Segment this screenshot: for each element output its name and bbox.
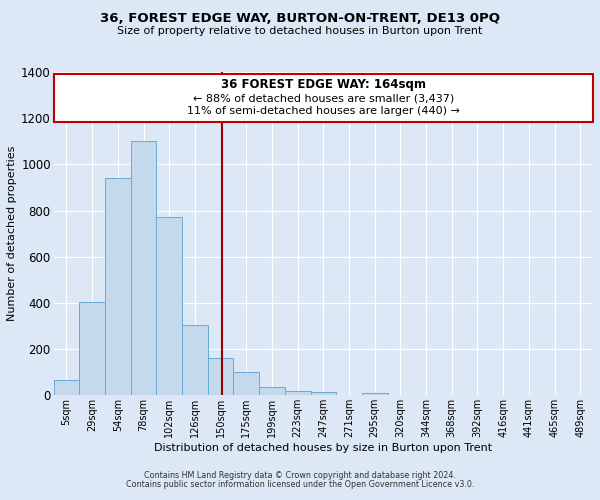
Text: 36 FOREST EDGE WAY: 164sqm: 36 FOREST EDGE WAY: 164sqm [221,78,426,92]
Text: 11% of semi-detached houses are larger (440) →: 11% of semi-detached houses are larger (… [187,106,460,116]
Text: Contains HM Land Registry data © Crown copyright and database right 2024.: Contains HM Land Registry data © Crown c… [144,471,456,480]
Bar [208,358,233,396]
Text: Contains public sector information licensed under the Open Government Licence v3: Contains public sector information licen… [126,480,474,489]
Bar [157,218,182,396]
Bar [233,372,259,396]
Bar [285,390,311,396]
Bar [259,388,285,396]
Bar [311,392,336,396]
Bar [105,178,131,396]
Bar [79,302,105,396]
Bar [362,393,388,396]
Y-axis label: Number of detached properties: Number of detached properties [7,146,17,322]
Bar [131,141,157,396]
Text: 36, FOREST EDGE WAY, BURTON-ON-TRENT, DE13 0PQ: 36, FOREST EDGE WAY, BURTON-ON-TRENT, DE… [100,12,500,26]
Bar [182,325,208,396]
X-axis label: Distribution of detached houses by size in Burton upon Trent: Distribution of detached houses by size … [154,443,493,453]
Bar [53,380,79,396]
Text: Size of property relative to detached houses in Burton upon Trent: Size of property relative to detached ho… [118,26,482,36]
Text: ← 88% of detached houses are smaller (3,437): ← 88% of detached houses are smaller (3,… [193,94,454,104]
